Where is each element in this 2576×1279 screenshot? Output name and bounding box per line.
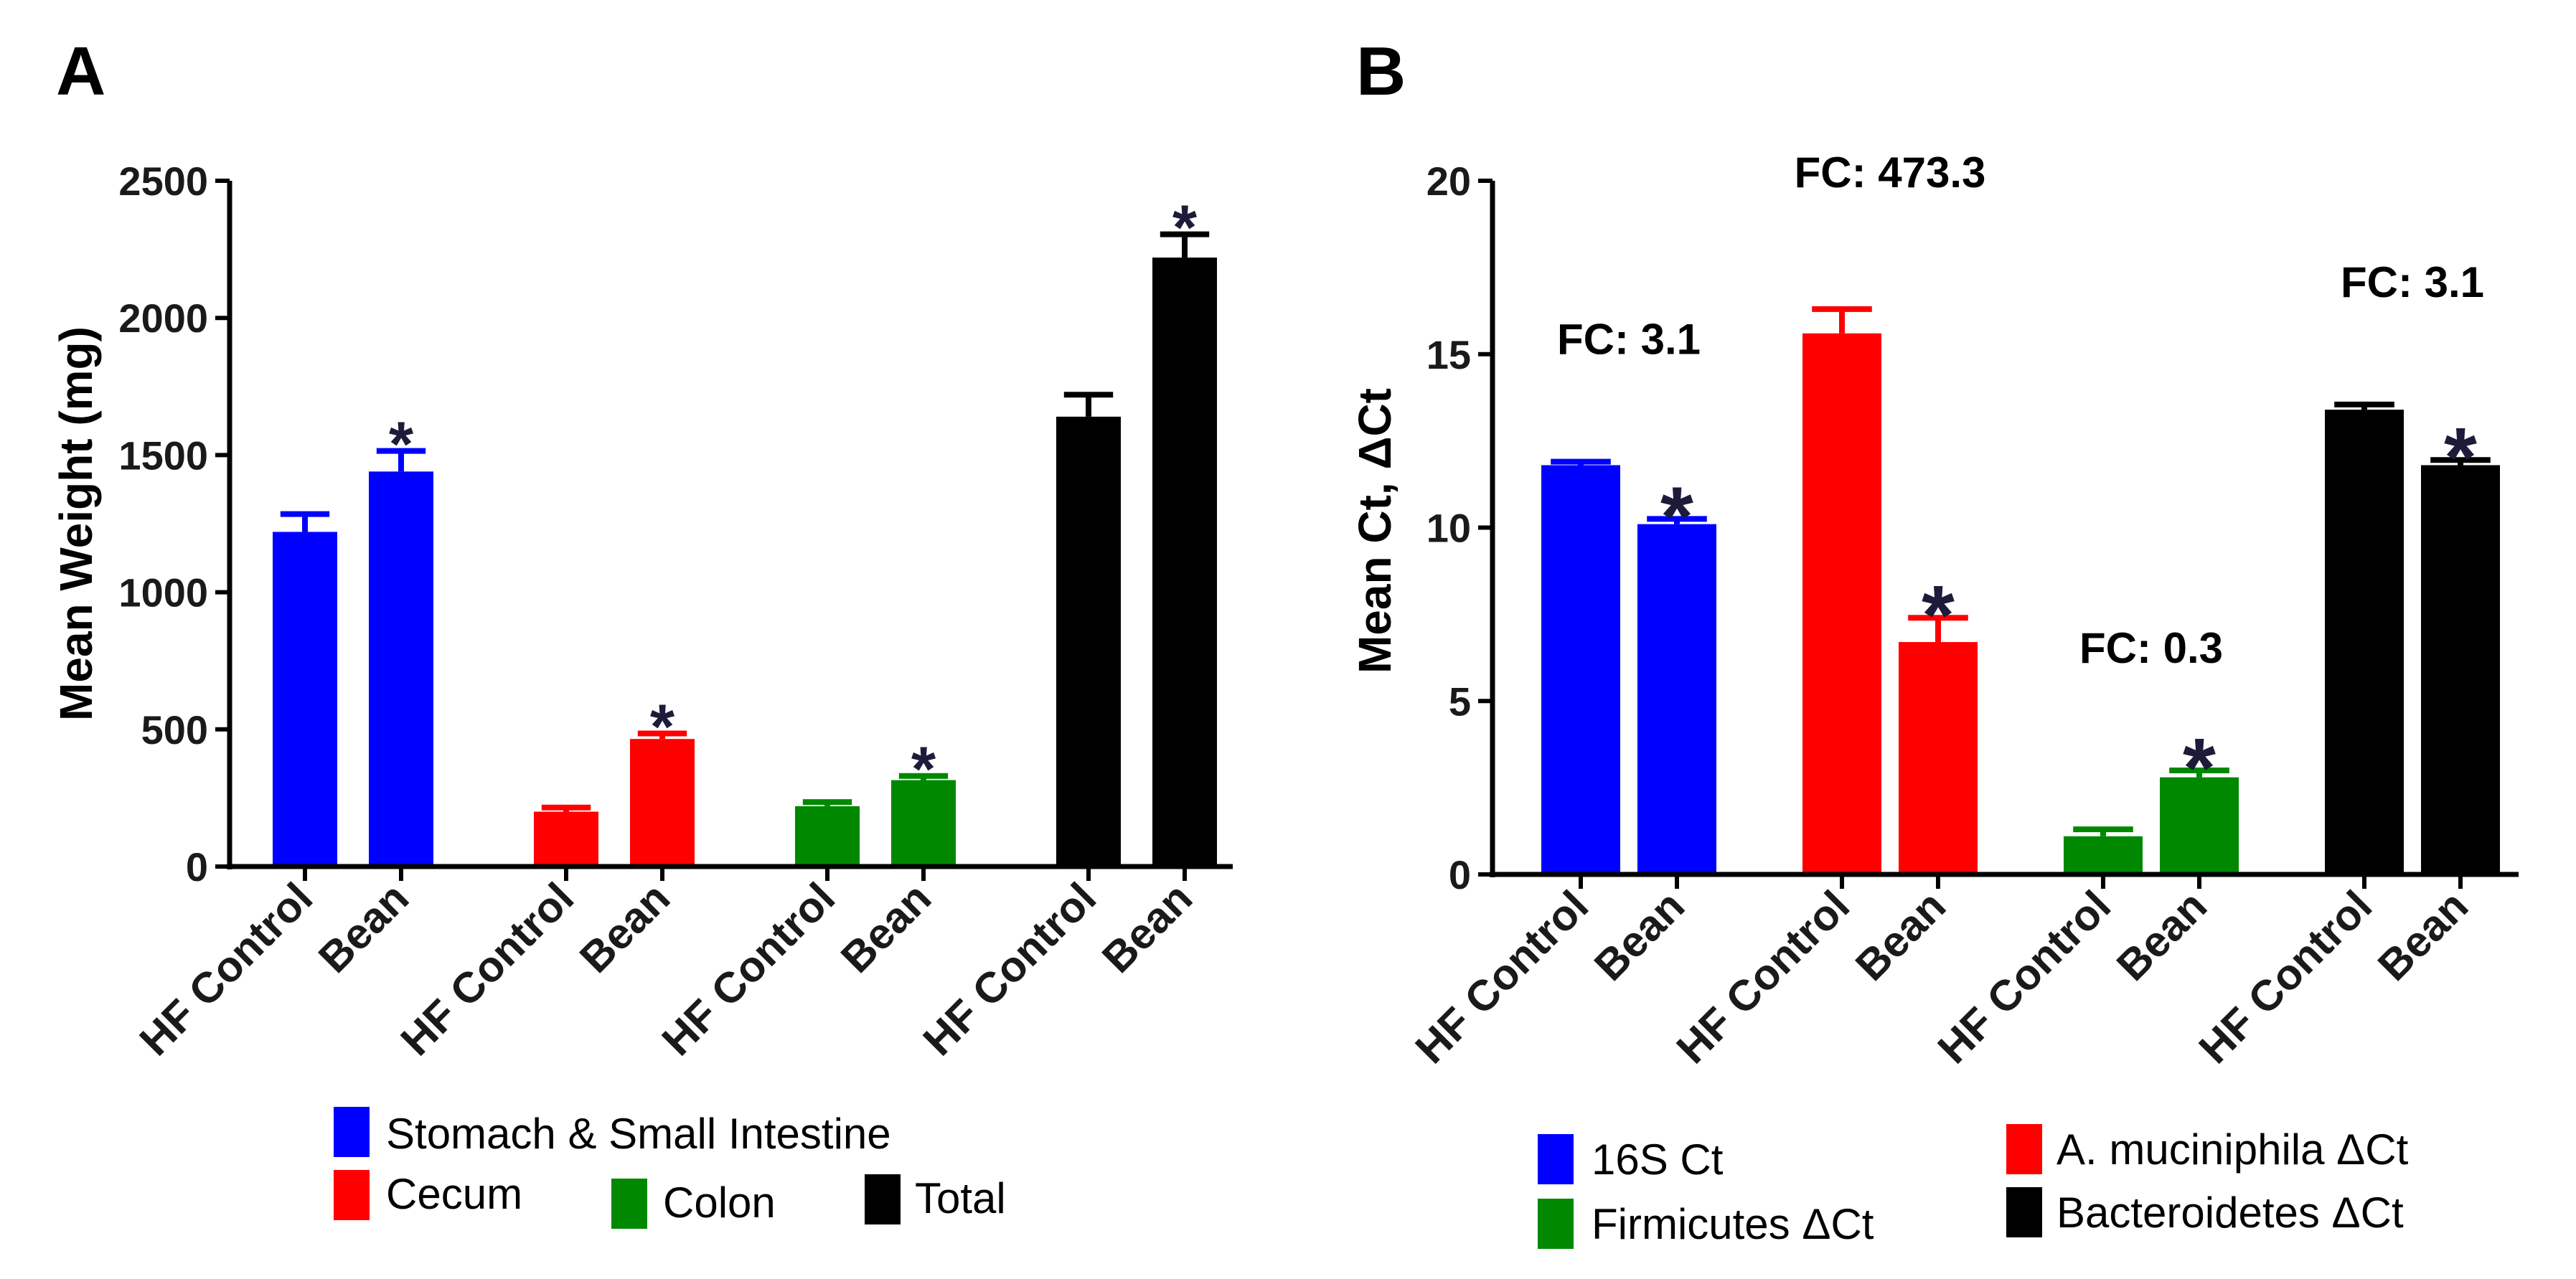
y-tick-label: 5 (1449, 679, 1471, 724)
x-tick-label: HF Control (1406, 882, 1598, 1073)
y-tick-label: 0 (1449, 852, 1471, 897)
significance-star: * (1172, 192, 1198, 263)
legend-a-label-total: Total (915, 1174, 1006, 1222)
bar (891, 780, 956, 867)
legend-b-label-firmicutes: Firmicutes ΔCt (1592, 1200, 1874, 1248)
bar (795, 806, 860, 867)
y-tick-label: 2000 (118, 296, 208, 341)
x-tick-label: Bean (1093, 874, 1201, 982)
x-tick-label: HF Control (1668, 882, 1859, 1073)
fold-change-label: FC: 3.1 (1557, 316, 1701, 364)
y-tick-label: 1000 (118, 570, 208, 615)
panel-letter-a: A (56, 33, 105, 110)
y-tick-label: 1500 (118, 433, 208, 478)
y-tick-label: 20 (1426, 159, 1471, 204)
legend-b-swatch-firmicutes (1538, 1199, 1574, 1249)
y-tick-label: 500 (141, 707, 208, 752)
y-tick-label: 10 (1426, 506, 1471, 551)
significance-star: * (2183, 721, 2216, 816)
x-tick-label: HF Control (131, 874, 322, 1065)
bar (1899, 642, 1978, 874)
significance-star: * (389, 408, 414, 479)
x-tick-label: Bean (570, 874, 679, 982)
legend-a-label-colon: Colon (663, 1179, 776, 1227)
legend-a-swatch-stomach (334, 1107, 370, 1157)
chart-a-legend: Stomach & Small Intestine Cecum Colon To… (334, 1107, 1006, 1229)
chart-b-significance: * * * * (1660, 410, 2477, 816)
legend-b-label-muciniphila: A. muciniphila ΔCt (2056, 1125, 2409, 1174)
bar (2325, 410, 2404, 874)
x-tick-label: Bean (1585, 882, 1693, 990)
bar (534, 811, 598, 867)
chart-b-y-axis-title: Mean Ct, ΔCt (1349, 388, 1401, 674)
x-tick-label: HF Control (914, 874, 1106, 1065)
bar (1056, 416, 1121, 867)
chart-b-fold-change-labels: FC: 3.1 FC: 473.3 FC: 0.3 FC: 3.1 (1557, 148, 2484, 672)
legend-b-label-bacteroidetes: Bacteroidetes ΔCt (2056, 1189, 2404, 1237)
bar (1541, 465, 1620, 874)
bar (2421, 465, 2500, 874)
chart-a-y-ticks: 0 500 1000 1500 2000 2500 (118, 159, 230, 889)
legend-a-swatch-cecum (334, 1170, 370, 1220)
bar (1802, 333, 1881, 874)
significance-star: * (1922, 568, 1955, 663)
chart-a-error-bars (280, 231, 1210, 812)
x-tick-label: HF Control (2190, 882, 2382, 1073)
legend-b-swatch-muciniphila (2006, 1124, 2042, 1174)
x-tick-label: HF Control (1929, 882, 2120, 1073)
bar (630, 739, 695, 867)
legend-b-swatch-16s (1538, 1134, 1574, 1184)
chart-a-bars (273, 258, 1217, 867)
fold-change-label: FC: 473.3 (1795, 148, 1986, 197)
x-tick-label: HF Control (392, 874, 583, 1065)
legend-a-label-cecum: Cecum (386, 1170, 522, 1218)
legend-b-label-16s: 16S Ct (1592, 1136, 1724, 1184)
panel-letter-b: B (1356, 33, 1406, 110)
x-tick-label: Bean (309, 874, 418, 982)
legend-a-swatch-total (865, 1174, 901, 1224)
y-tick-label: 2500 (118, 159, 208, 204)
fold-change-label: FC: 0.3 (2079, 624, 2223, 672)
bar (2064, 836, 2143, 874)
bar (369, 471, 433, 867)
significance-star: * (911, 733, 936, 804)
chart-a-significance: * * * * (389, 192, 1198, 804)
x-tick-label: Bean (1846, 882, 1955, 990)
legend-b-swatch-bacteroidetes (2006, 1187, 2042, 1237)
fold-change-label: FC: 3.1 (2341, 258, 2484, 306)
bar (1152, 258, 1217, 867)
y-tick-label: 0 (186, 844, 208, 889)
significance-star: * (2444, 410, 2477, 505)
chart-b-bars (1541, 333, 2500, 874)
y-tick-label: 15 (1426, 332, 1471, 377)
legend-a-swatch-colon (611, 1179, 647, 1229)
legend-a-label-stomach: Stomach & Small Intestine (386, 1110, 891, 1158)
bar (1637, 524, 1716, 874)
significance-star: * (650, 691, 675, 762)
chart-b-error-bars (1551, 306, 2491, 836)
chart-a-y-axis-title: Mean Weight (mg) (50, 326, 102, 721)
x-tick-label: Bean (832, 874, 940, 982)
chart-b-y-ticks: 0 5 10 15 20 (1426, 159, 1493, 897)
bar (273, 532, 337, 867)
chart-b-legend: 16S Ct Firmicutes ΔCt A. muciniphila ΔCt… (1538, 1124, 2409, 1249)
bar (2160, 777, 2239, 874)
x-tick-label: Bean (2369, 882, 2477, 990)
x-tick-label: HF Control (653, 874, 845, 1065)
x-tick-label: Bean (2107, 882, 2216, 990)
significance-star: * (1660, 469, 1693, 564)
